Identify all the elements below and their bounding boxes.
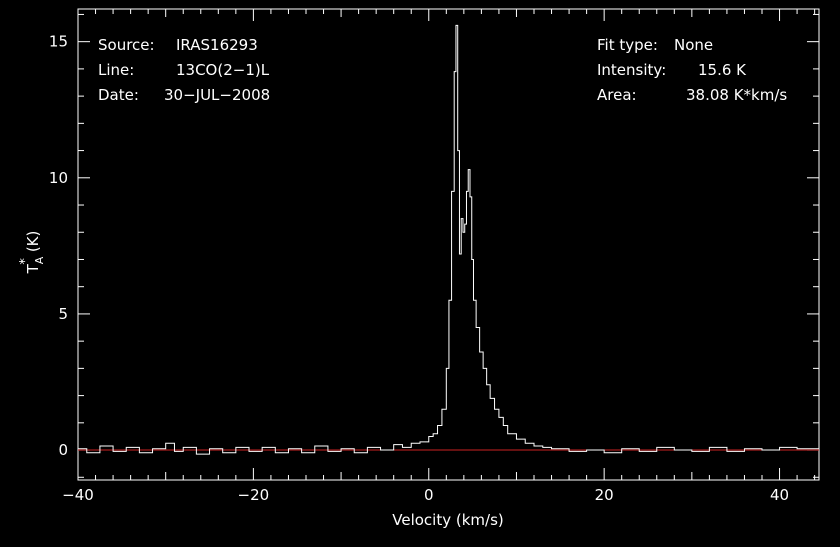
info-right: Fit type: None Intensity: 15.6 K Area: 3… bbox=[597, 36, 787, 104]
info-intensity-key: Intensity: bbox=[597, 61, 666, 79]
info-area-value: 38.08 K*km/s bbox=[686, 86, 787, 104]
x-axis-title: Velocity (km/s) bbox=[392, 511, 503, 529]
info-date-key: Date: bbox=[98, 86, 139, 104]
info-line-key: Line: bbox=[98, 61, 134, 79]
info-area-key: Area: bbox=[597, 86, 637, 104]
x-tick-label: 40 bbox=[770, 486, 789, 504]
x-tick-label: −40 bbox=[62, 486, 94, 504]
info-source-key: Source: bbox=[98, 36, 155, 54]
axis-tick-labels: −40 −20 0 20 40 0 5 10 15 bbox=[49, 33, 789, 504]
y-tick-label: 0 bbox=[58, 441, 68, 459]
axis-ticks bbox=[77, 9, 819, 480]
info-date-value: 30−JUL−2008 bbox=[164, 86, 270, 104]
x-tick-label: 20 bbox=[595, 486, 614, 504]
y-tick-label: 15 bbox=[49, 33, 68, 51]
x-tick-label: −20 bbox=[238, 486, 270, 504]
info-fit-type-value: None bbox=[674, 36, 713, 54]
spectrum-series-line bbox=[78, 24, 819, 455]
info-line-value: 13CO(2−1)L bbox=[176, 61, 270, 79]
info-left: Source: IRAS16293 Line: 13CO(2−1)L Date:… bbox=[98, 36, 270, 104]
info-source-value: IRAS16293 bbox=[176, 36, 258, 54]
y-axis-title-sup: * bbox=[18, 258, 33, 265]
y-axis-title-sub: A bbox=[33, 256, 46, 264]
info-intensity-value: 15.6 K bbox=[698, 61, 747, 79]
y-tick-label: 5 bbox=[58, 305, 68, 323]
info-fit-type-key: Fit type: bbox=[597, 36, 658, 54]
y-axis-title-main: T bbox=[24, 263, 42, 274]
y-axis-title: TA* (K) bbox=[18, 231, 46, 275]
y-axis-title-unit: (K) bbox=[24, 231, 42, 253]
y-tick-label: 10 bbox=[49, 169, 68, 187]
x-tick-label: 0 bbox=[424, 486, 434, 504]
svg-text:TA*(K): TA* (K) bbox=[18, 231, 46, 275]
plot-frame bbox=[77, 8, 820, 481]
